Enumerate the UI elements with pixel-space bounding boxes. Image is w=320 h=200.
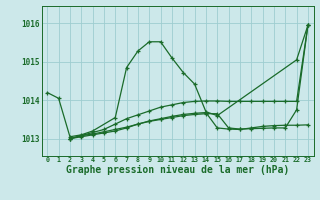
X-axis label: Graphe pression niveau de la mer (hPa): Graphe pression niveau de la mer (hPa): [66, 165, 289, 175]
